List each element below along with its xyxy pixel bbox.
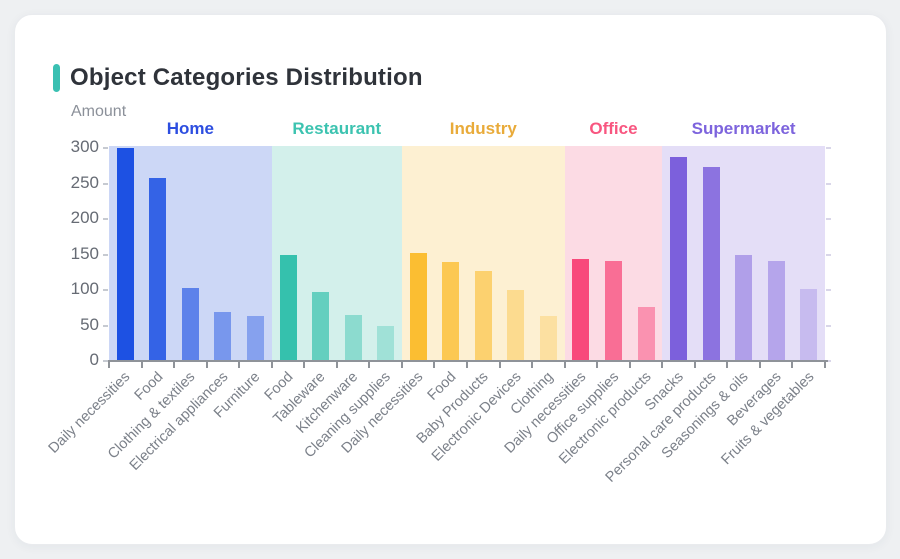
y-axis-tick-label: 200 xyxy=(70,208,99,227)
y-axis-tick xyxy=(103,324,108,327)
bar-restaurant-tableware[interactable] xyxy=(312,292,330,361)
x-axis-tick xyxy=(303,362,306,368)
x-axis-tick xyxy=(335,362,338,368)
bar-home-electrical-appliances[interactable] xyxy=(214,312,232,361)
x-axis-tick xyxy=(173,362,176,368)
bar-supermarket-personal-care-products[interactable] xyxy=(702,167,720,361)
bar-office-electronic-products[interactable] xyxy=(637,307,655,361)
bar-industry-food[interactable] xyxy=(442,261,460,361)
x-axis-tick xyxy=(108,362,110,368)
y-axis-tick-right xyxy=(826,289,831,291)
group-label-restaurant: Restaurant xyxy=(292,119,382,138)
x-axis-tick xyxy=(661,362,664,368)
x-axis-tick xyxy=(140,362,143,368)
group-label-office: Office xyxy=(589,119,638,138)
bar-industry-electronic-devices[interactable] xyxy=(507,290,525,361)
y-axis-tick xyxy=(103,147,108,149)
y-axis-tick-right xyxy=(826,324,831,327)
title-accent-bar xyxy=(53,64,60,92)
x-axis-tick xyxy=(368,362,371,368)
x-axis-tick xyxy=(400,362,403,368)
chart-title: Object Categories Distribution xyxy=(70,64,423,91)
bar-industry-baby-products[interactable] xyxy=(474,270,492,361)
bar-restaurant-food[interactable] xyxy=(279,254,297,361)
x-axis-tick xyxy=(433,362,436,368)
x-axis-tick xyxy=(498,362,501,368)
bar-supermarket-seasonings-oils[interactable] xyxy=(735,255,753,361)
y-axis-tick-label: 100 xyxy=(70,279,99,298)
y-axis-tick xyxy=(103,182,108,185)
x-axis-tick xyxy=(466,362,468,368)
bar-restaurant-kitchenware[interactable] xyxy=(344,314,362,361)
x-axis-tick xyxy=(693,362,696,368)
bar-home-daily-necessities[interactable] xyxy=(116,148,134,361)
bar-supermarket-fruits-vegetables[interactable] xyxy=(800,288,818,361)
x-axis-tick xyxy=(824,362,826,368)
bar-home-furniture[interactable] xyxy=(246,315,264,361)
bar-restaurant-cleaning-supplies[interactable] xyxy=(377,325,395,361)
chart-plot-area: 0 50 100 150 200 250 300 Home Daily necessities F… xyxy=(15,15,900,559)
y-axis-tick xyxy=(103,360,108,362)
y-axis-tick-right xyxy=(826,253,831,256)
group-label-home: Home xyxy=(166,119,214,138)
y-axis-tick xyxy=(103,253,108,256)
group-label-industry: Industry xyxy=(449,119,517,138)
title-row: Object Categories Distribution xyxy=(53,64,423,92)
x-axis-tick xyxy=(628,362,631,368)
x-axis-tick xyxy=(238,362,241,368)
x-axis-line xyxy=(108,360,828,362)
y-axis-tick-label: 250 xyxy=(70,172,99,192)
y-axis-tick-right xyxy=(826,182,831,185)
x-axis-tick xyxy=(531,362,534,368)
y-axis-tick xyxy=(103,289,108,291)
y-axis-tick-right xyxy=(826,360,831,362)
bar-industry-clothing[interactable] xyxy=(539,316,557,361)
y-axis-tick-right xyxy=(826,218,831,220)
bar-home-food[interactable] xyxy=(149,177,167,361)
x-axis-tick xyxy=(791,362,794,368)
y-axis-tick-label: 0 xyxy=(89,350,99,369)
bar-office-office-supplies[interactable] xyxy=(604,260,622,361)
bar-industry-daily-necessities[interactable] xyxy=(409,253,427,361)
chart-card: Object Categories Distribution Amount 0 5… xyxy=(14,14,887,545)
y-axis-tick-label: 50 xyxy=(80,314,99,334)
y-axis-tick-right xyxy=(826,147,831,149)
bar-home-clothing-textiles[interactable] xyxy=(181,287,199,361)
x-axis-tick xyxy=(596,362,599,368)
group-label-supermarket: Supermarket xyxy=(691,119,796,138)
y-axis-tick xyxy=(103,218,108,220)
y-axis-tick-label: 300 xyxy=(70,137,99,156)
y-axis-tick-label: 150 xyxy=(70,243,99,263)
bar-supermarket-beverages[interactable] xyxy=(767,260,785,361)
bar-supermarket-snacks[interactable] xyxy=(670,157,688,361)
y-axis-title: Amount xyxy=(71,103,127,120)
x-axis-tick xyxy=(205,362,208,368)
x-axis-tick xyxy=(563,362,566,368)
x-axis-tick xyxy=(270,362,273,368)
x-axis-tick xyxy=(726,362,729,368)
x-axis-tick xyxy=(758,362,761,368)
bar-office-daily-necessities[interactable] xyxy=(572,258,590,361)
